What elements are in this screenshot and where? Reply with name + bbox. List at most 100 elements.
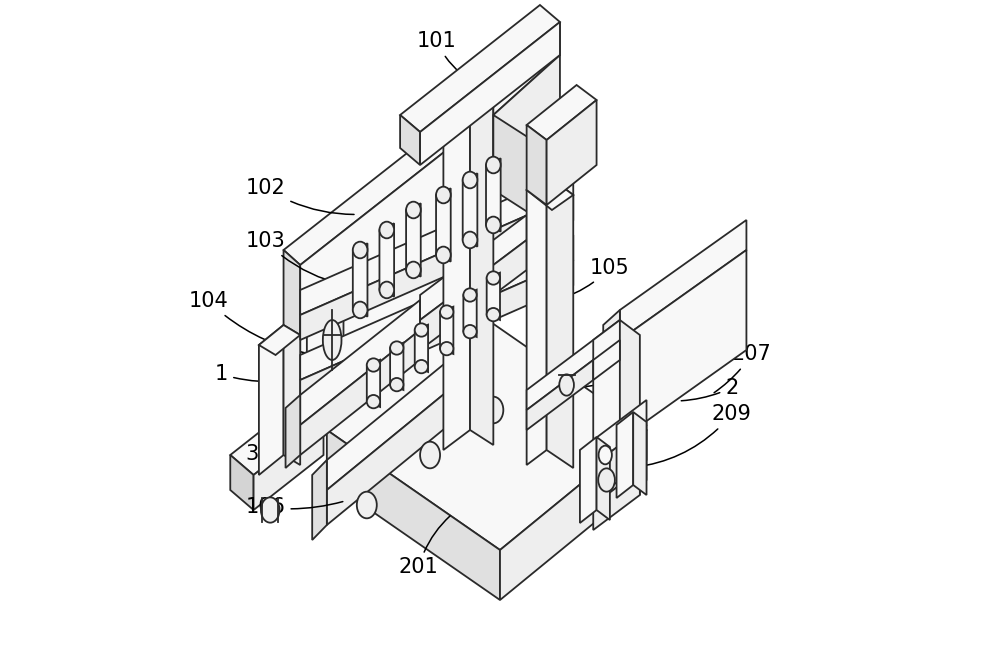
- Text: 205: 205: [555, 344, 678, 388]
- Polygon shape: [284, 250, 300, 412]
- Ellipse shape: [463, 172, 477, 188]
- Polygon shape: [230, 400, 324, 475]
- Polygon shape: [254, 420, 324, 510]
- Polygon shape: [597, 437, 610, 520]
- Polygon shape: [284, 325, 300, 465]
- Ellipse shape: [598, 468, 615, 492]
- Polygon shape: [300, 170, 573, 315]
- Ellipse shape: [440, 342, 453, 355]
- Ellipse shape: [487, 308, 500, 321]
- Text: 201: 201: [399, 516, 450, 577]
- Ellipse shape: [599, 446, 612, 464]
- Ellipse shape: [463, 325, 477, 338]
- Polygon shape: [593, 400, 647, 465]
- Ellipse shape: [406, 202, 421, 218]
- Polygon shape: [620, 250, 746, 440]
- Text: 3: 3: [246, 424, 282, 464]
- Ellipse shape: [487, 271, 500, 284]
- Ellipse shape: [415, 323, 428, 336]
- Text: 101: 101: [417, 31, 483, 87]
- Polygon shape: [547, 175, 573, 468]
- Ellipse shape: [353, 242, 367, 258]
- Polygon shape: [327, 370, 473, 525]
- Polygon shape: [580, 437, 597, 523]
- Polygon shape: [486, 159, 501, 232]
- Polygon shape: [527, 85, 597, 140]
- Text: 209: 209: [635, 404, 752, 468]
- Polygon shape: [300, 235, 573, 380]
- Polygon shape: [327, 310, 647, 550]
- Ellipse shape: [415, 360, 428, 373]
- Polygon shape: [493, 115, 540, 220]
- Polygon shape: [327, 340, 473, 490]
- Ellipse shape: [436, 246, 451, 263]
- Polygon shape: [463, 290, 477, 337]
- Text: 207: 207: [714, 344, 772, 393]
- Polygon shape: [400, 5, 560, 132]
- Ellipse shape: [390, 342, 403, 355]
- Text: 103: 103: [246, 231, 343, 284]
- Text: 106: 106: [246, 498, 343, 517]
- Polygon shape: [327, 430, 500, 600]
- Polygon shape: [300, 195, 573, 340]
- Polygon shape: [633, 412, 647, 495]
- Polygon shape: [463, 173, 477, 246]
- Ellipse shape: [486, 216, 501, 233]
- Polygon shape: [547, 100, 597, 205]
- Text: 2: 2: [681, 378, 738, 401]
- Polygon shape: [527, 175, 573, 210]
- Ellipse shape: [261, 498, 280, 523]
- Ellipse shape: [367, 395, 380, 408]
- Polygon shape: [415, 324, 428, 372]
- Ellipse shape: [463, 288, 477, 302]
- Polygon shape: [300, 260, 573, 405]
- Polygon shape: [470, 68, 493, 445]
- Ellipse shape: [483, 397, 503, 424]
- Polygon shape: [259, 325, 284, 475]
- Ellipse shape: [559, 374, 574, 396]
- Polygon shape: [259, 325, 300, 355]
- Polygon shape: [327, 280, 343, 410]
- Polygon shape: [493, 55, 560, 190]
- Polygon shape: [443, 68, 493, 104]
- Polygon shape: [406, 203, 421, 276]
- Polygon shape: [353, 243, 367, 316]
- Ellipse shape: [543, 362, 563, 388]
- Polygon shape: [527, 175, 547, 465]
- Polygon shape: [436, 188, 451, 262]
- Polygon shape: [527, 125, 547, 205]
- Polygon shape: [420, 22, 560, 165]
- Ellipse shape: [357, 492, 377, 518]
- Polygon shape: [593, 470, 640, 530]
- Polygon shape: [230, 455, 254, 510]
- Polygon shape: [420, 240, 527, 350]
- Polygon shape: [443, 68, 470, 450]
- Text: 102: 102: [246, 178, 354, 214]
- Text: 204: 204: [575, 318, 678, 368]
- Polygon shape: [593, 445, 640, 505]
- Ellipse shape: [353, 302, 367, 318]
- Polygon shape: [307, 280, 327, 415]
- Text: 1: 1: [215, 364, 283, 384]
- Ellipse shape: [420, 442, 440, 468]
- Polygon shape: [493, 22, 560, 115]
- Polygon shape: [286, 395, 300, 468]
- Polygon shape: [300, 300, 420, 425]
- Polygon shape: [593, 340, 620, 380]
- Polygon shape: [603, 310, 620, 455]
- Polygon shape: [284, 135, 447, 265]
- Polygon shape: [487, 272, 500, 320]
- Ellipse shape: [440, 305, 453, 318]
- Ellipse shape: [379, 222, 394, 238]
- Polygon shape: [300, 150, 447, 420]
- Polygon shape: [312, 460, 327, 540]
- Polygon shape: [620, 220, 746, 340]
- Ellipse shape: [463, 232, 477, 248]
- Polygon shape: [620, 320, 640, 495]
- Text: 105: 105: [555, 258, 630, 300]
- Ellipse shape: [436, 186, 451, 203]
- Ellipse shape: [367, 358, 380, 372]
- Ellipse shape: [379, 282, 394, 298]
- Polygon shape: [390, 343, 403, 390]
- Polygon shape: [593, 320, 620, 500]
